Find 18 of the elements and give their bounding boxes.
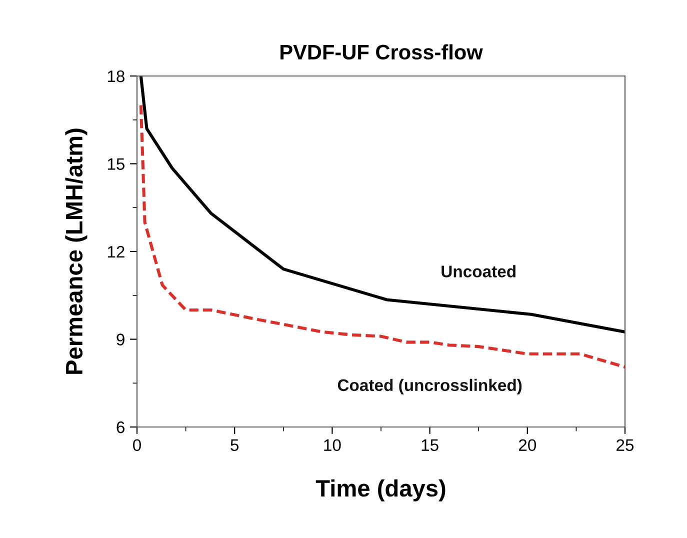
x-tick-label: 20 [518,439,536,452]
series-label: Uncoated [442,265,516,278]
y-tick-label: 15 [108,158,124,170]
x-axis-title: Time (days) [316,479,446,502]
y-tick-label: 18 [108,70,124,82]
y-tick-label: 6 [116,421,124,434]
y-tick-label: 12 [108,246,124,258]
chart-title: PVDF-UF Cross-flow [280,44,483,60]
y-tick-label: 9 [116,334,124,346]
series-label: Coated (uncrosslinked) [338,378,522,394]
x-tick-label: 15 [422,439,438,452]
x-tick-label: 25 [616,439,634,452]
y-axis-title: Permeance (LMH/atm) [65,128,88,374]
x-tick-label: 10 [324,439,341,452]
x-tick-label: 0 [133,439,141,452]
line-series [139,104,625,369]
x-tick-label: 5 [230,439,239,452]
line-series [139,76,625,334]
